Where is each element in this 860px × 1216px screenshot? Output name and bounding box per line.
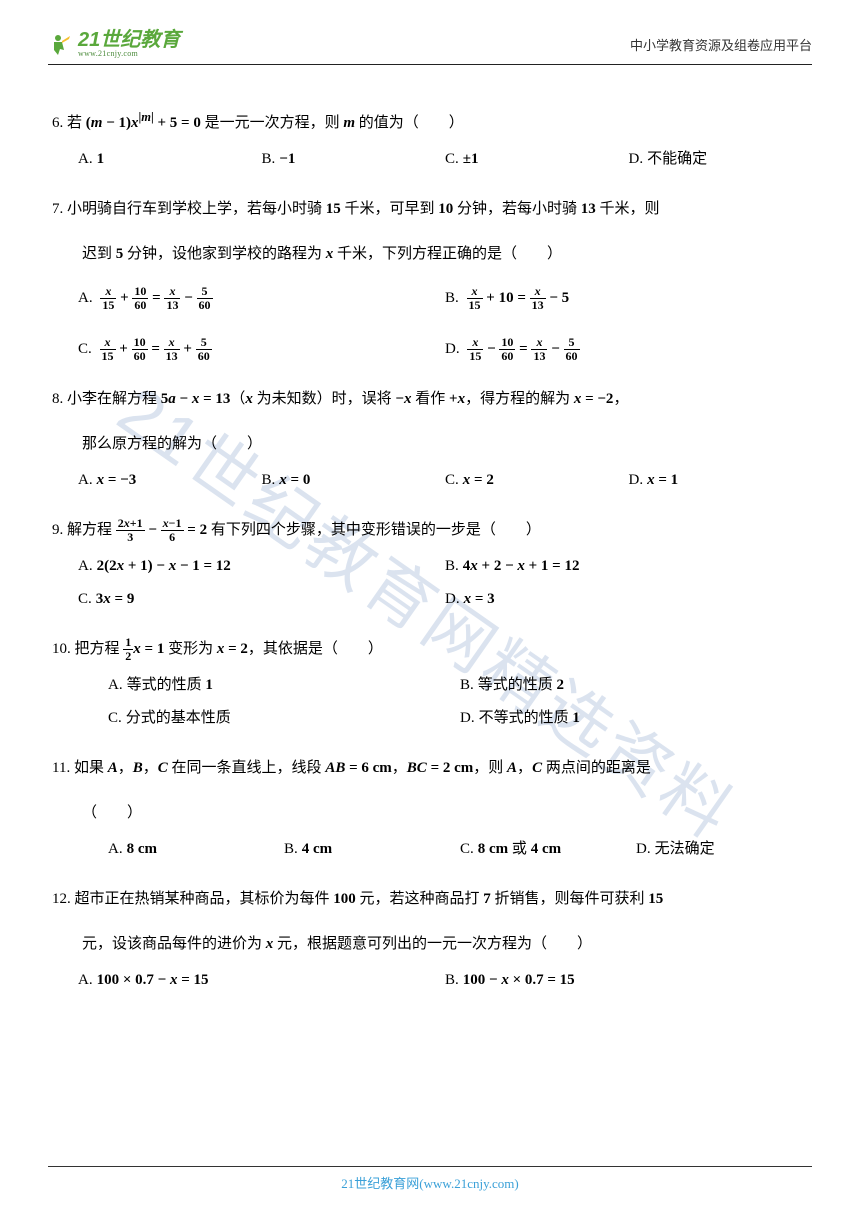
question-9: 9. 解方程 2x+13 − x−16 = 2 有下列四个步骤，其中变形错误的一… — [48, 511, 812, 616]
q-num: 9. — [52, 522, 63, 538]
q-text-line2: 元，设该商品每件的进价为 x 元，根据题意可列出的一元一次方程为（ ） — [52, 925, 812, 964]
footer: 21世纪教育网(www.21cnjy.com) — [48, 1166, 812, 1192]
q-text: 若 (m − 1)x|m| + 5 = 0 是一元一次方程，则 m 的值为（ ） — [67, 115, 464, 131]
option-c: C.3x = 9 — [78, 583, 445, 616]
options: A.等式的性质 1 B.等式的性质 2 C.分式的基本性质 D.不等式的性质 1 — [48, 669, 812, 735]
option-a: A.等式的性质 1 — [108, 669, 460, 702]
option-d: D.无法确定 — [636, 833, 812, 866]
option-c: C.8 cm 或 4 cm — [460, 833, 636, 866]
q-text: 解方程 2x+13 − x−16 = 2 有下列四个步骤，其中变形错误的一步是（… — [67, 522, 541, 538]
option-b: B. x15 + 10 = x13 − 5 — [445, 282, 812, 333]
options: A.2(2x + 1) − x − 1 = 12 B.4x + 2 − x + … — [48, 550, 812, 616]
option-d: D.x = 3 — [445, 583, 812, 616]
option-d: D.不能确定 — [629, 143, 813, 176]
option-d: D.不等式的性质 1 — [460, 702, 812, 735]
q-text: 把方程 12x = 1 变形为 x = 2，其依据是（ ） — [75, 641, 383, 657]
option-d: D.x = 1 — [629, 464, 813, 497]
q-num: 12. — [52, 891, 71, 907]
q-text: 如果 A，B，C 在同一条直线上，线段 AB = 6 cm，BC = 2 cm，… — [74, 760, 651, 776]
q-text: 小李在解方程 5a − x = 13（x 为未知数）时，误将 −x 看作 +x，… — [67, 391, 628, 407]
question-6: 6. 若 (m − 1)x|m| + 5 = 0 是一元一次方程，则 m 的值为… — [48, 101, 812, 176]
q-text-line2: 迟到 5 分钟，设他家到学校的路程为 x 千米，下列方程正确的是（ ） — [52, 235, 812, 274]
options: A. x15 + 1060 = x13 − 560 B. x15 + 10 = … — [48, 282, 812, 366]
question-8: 8. 小李在解方程 5a − x = 13（x 为未知数）时，误将 −x 看作 … — [48, 380, 812, 497]
option-b: B.x = 0 — [262, 464, 446, 497]
option-a: A.1 — [78, 143, 262, 176]
q-text: 小明骑自行车到学校上学，若每小时骑 15 千米，可早到 10 分钟，若每小时骑 … — [67, 201, 660, 217]
option-d: D. x15 − 1060 = x13 − 560 — [445, 333, 812, 366]
option-a: A.100 × 0.7 − x = 15 — [78, 964, 445, 997]
option-c: C.x = 2 — [445, 464, 629, 497]
options: A.8 cm B.4 cm C.8 cm 或 4 cm D.无法确定 — [48, 833, 812, 866]
q-text: 超市正在热销某种商品，其标价为每件 100 元，若这种商品打 7 折销售，则每件… — [75, 891, 664, 907]
options: A.x = −3 B.x = 0 C.x = 2 D.x = 1 — [48, 464, 812, 497]
header: 21世纪教育 www.21cnjy.com 中小学教育资源及组卷应用平台 — [48, 30, 812, 65]
q-num: 7. — [52, 201, 63, 217]
logo-sub: www.21cnjy.com — [78, 50, 180, 58]
option-b: B.4 cm — [284, 833, 460, 866]
option-a: A.8 cm — [108, 833, 284, 866]
option-b: B.100 − x × 0.7 = 15 — [445, 964, 812, 997]
option-a: A. x15 + 1060 = x13 − 560 — [78, 282, 445, 315]
q-text-line2: （ ） — [52, 794, 812, 833]
q-num: 10. — [52, 641, 71, 657]
option-b: B.4x + 2 − x + 1 = 12 — [445, 550, 812, 583]
option-c: C. x15 + 1060 = x13 + 560 — [78, 333, 445, 366]
page: 21世纪教育 www.21cnjy.com 中小学教育资源及组卷应用平台 6. … — [0, 0, 860, 1041]
option-b: B.−1 — [262, 143, 446, 176]
q-text-line2: 那么原方程的解为（ ） — [52, 425, 812, 464]
question-7: 7. 小明骑自行车到学校上学，若每小时骑 15 千米，可早到 10 分钟，若每小… — [48, 190, 812, 366]
option-b: B.等式的性质 2 — [460, 669, 812, 702]
logo: 21世纪教育 www.21cnjy.com — [48, 30, 180, 58]
option-a: A.x = −3 — [78, 464, 262, 497]
option-c: C.分式的基本性质 — [108, 702, 460, 735]
option-a: A.2(2x + 1) − x − 1 = 12 — [78, 550, 445, 583]
logo-main: 21世纪教育 — [78, 30, 180, 50]
question-12: 12. 超市正在热销某种商品，其标价为每件 100 元，若这种商品打 7 折销售… — [48, 880, 812, 997]
q-num: 8. — [52, 391, 63, 407]
header-right: 中小学教育资源及组卷应用平台 — [630, 35, 812, 54]
q-num: 11. — [52, 760, 70, 776]
options: A.100 × 0.7 − x = 15 B.100 − x × 0.7 = 1… — [48, 964, 812, 997]
question-11: 11. 如果 A，B，C 在同一条直线上，线段 AB = 6 cm，BC = 2… — [48, 749, 812, 866]
logo-text: 21世纪教育 www.21cnjy.com — [78, 30, 180, 58]
options: A.1 B.−1 C.±1 D.不能确定 — [48, 143, 812, 176]
logo-icon — [48, 30, 76, 58]
q-num: 6. — [52, 115, 63, 131]
question-10: 10. 把方程 12x = 1 变形为 x = 2，其依据是（ ） A.等式的性… — [48, 630, 812, 735]
option-c: C.±1 — [445, 143, 629, 176]
